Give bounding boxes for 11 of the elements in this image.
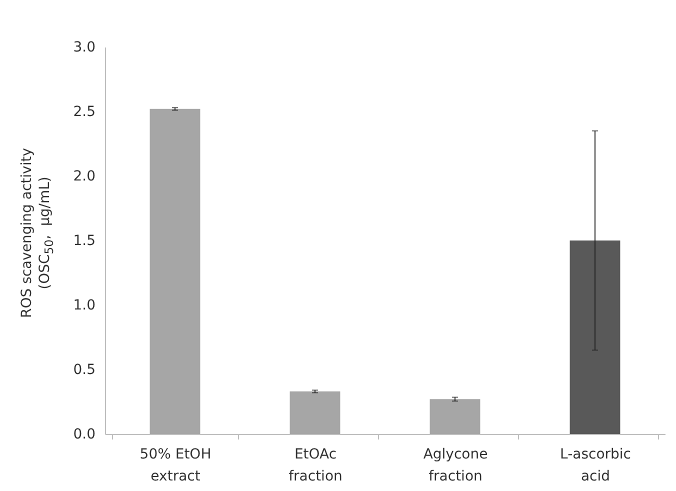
x-tick-label: 50% EtOH extract	[140, 446, 212, 484]
y-tick-label: 0.0	[73, 426, 96, 442]
y-tick-label: 2.5	[73, 104, 96, 120]
x-tick-label: L-ascorbic acid	[560, 446, 631, 484]
x-tick-label: EtOAc fraction	[288, 446, 342, 484]
y-tick-label: 1.0	[73, 298, 96, 314]
y-tick-label: 1.5	[73, 233, 96, 249]
y-tick-label: 2.0	[73, 168, 96, 184]
y-tick-label: 0.5	[73, 362, 96, 378]
y-tick-label: 3.0	[73, 40, 96, 56]
x-tick-label: Aglycone fraction	[423, 446, 488, 484]
